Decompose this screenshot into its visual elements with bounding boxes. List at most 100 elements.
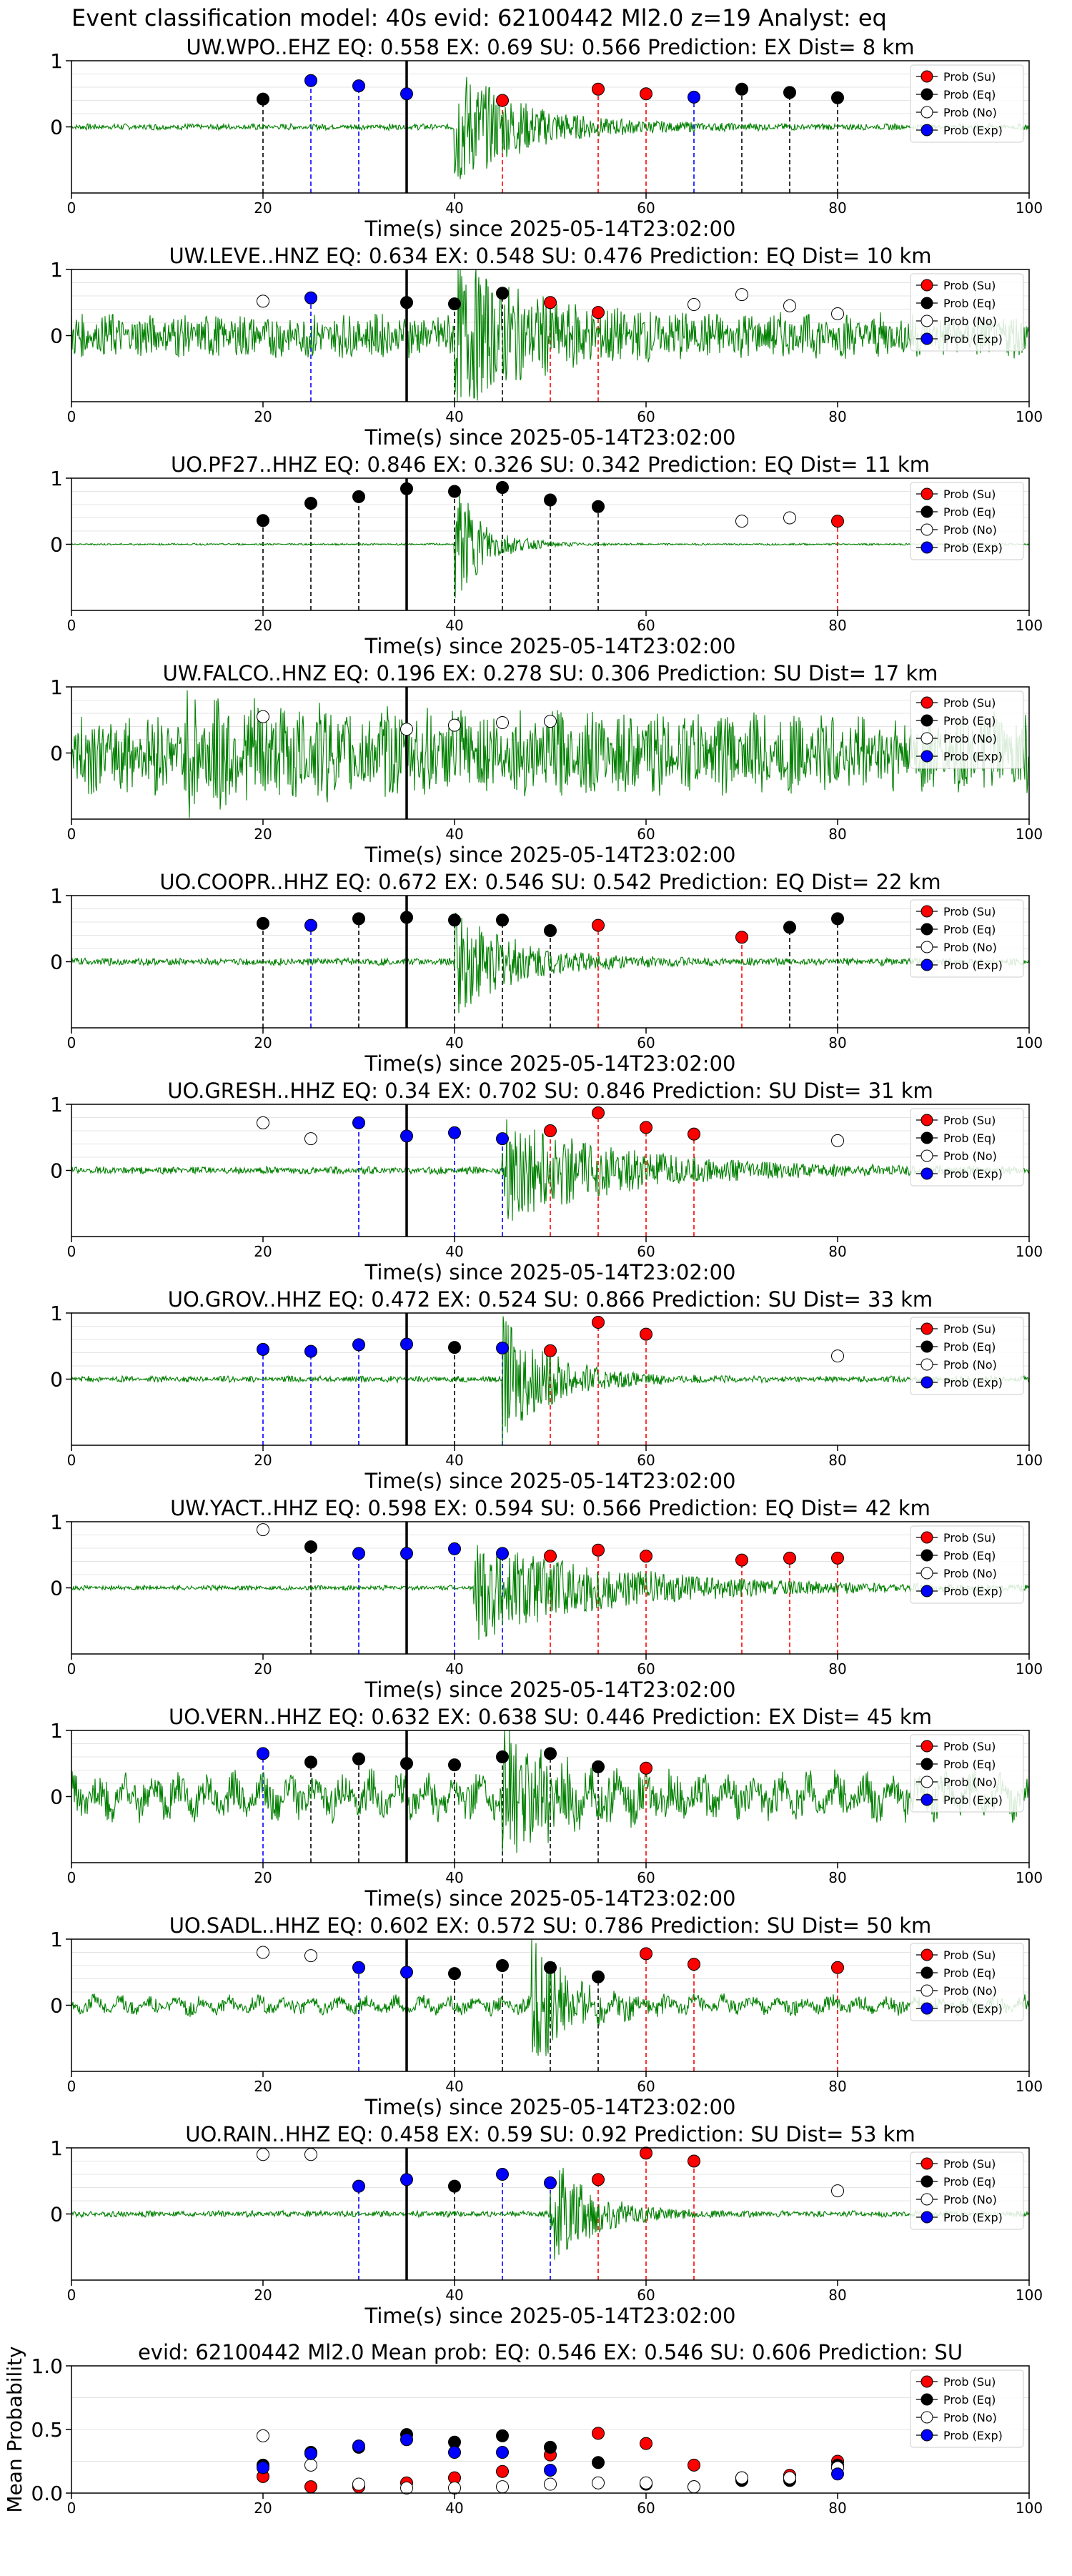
x-tick-label: 100 [1016,408,1043,425]
prob-point-eq [544,1961,557,1974]
prob-point-su [592,306,605,319]
legend-marker [920,1149,933,1162]
x-tick-label: 60 [637,2078,655,2095]
prob-point-su [831,1551,844,1565]
legend-marker [920,1531,933,1544]
x-tick-label: 0 [67,826,76,843]
legend-marker [920,2211,933,2224]
prob-point-no [304,1949,317,1963]
legend-label: Prob (Eq) [943,1340,996,1354]
legend-label: Prob (No) [943,2411,997,2424]
prob-point-no [783,299,796,312]
prob-point-su [640,2437,652,2450]
x-tick-label: 60 [637,826,655,843]
prob-point-no [257,1116,269,1129]
legend: Prob (Su) Prob (Eq) Prob (No) Prob (Exp) [910,1108,1024,1187]
y-tick-label: 1 [50,467,63,490]
y-tick-label: 1 [50,1719,63,1743]
legend-label: Prob (No) [943,1149,997,1163]
prob-point-exp [352,2439,365,2453]
x-tick-label: 100 [1016,199,1043,217]
prob-point-su [496,94,509,107]
station-panel-1: UW.WPO..EHZ EQ: 0.558 EX: 0.69 SU: 0.566… [50,35,1043,241]
legend: Prob (Su) Prob (Eq) Prob (No) Prob (Exp) [910,64,1024,143]
x-tick-label: 20 [254,408,272,425]
x-tick-label: 100 [1016,617,1043,634]
legend-marker [920,106,933,119]
legend-box [910,1108,1024,1187]
prob-point-exp [400,2173,413,2186]
x-tick-label: 60 [637,1869,655,1886]
y-tick-label: 0 [50,1159,63,1183]
prob-point-eq [448,1341,461,1354]
prob-point-eq [352,912,365,926]
prob-point-su [688,2458,700,2472]
prob-point-exp [352,79,365,93]
x-axis-label: Time(s) since 2025-05-14T23:02:00 [364,425,736,450]
prob-point-su [592,2173,605,2186]
y-tick-label: 1 [50,1928,63,1951]
y-tick-label: 1 [50,884,63,908]
x-tick-label: 80 [828,1452,846,1469]
legend-label: Prob (No) [943,1358,997,1372]
legend: Prob (Su) Prob (Eq) Prob (No) Prob (Exp) [910,1525,1024,1604]
prob-point-exp [448,1542,461,1555]
prob-point-exp [544,2176,557,2190]
legend-marker [920,1114,933,1126]
prob-point-exp [257,1342,269,1356]
prob-point-eq [400,911,413,924]
prob-point-no [592,2476,605,2490]
prob-point-no [783,2471,796,2485]
x-tick-label: 20 [254,2500,272,2517]
legend-label: Prob (Su) [943,487,996,501]
station-panel-6: UO.GRESH..HHZ EQ: 0.34 EX: 0.702 SU: 0.8… [50,1079,1043,1284]
waveform-trace [71,912,1030,1014]
prob-point-eq [304,1755,317,1769]
legend-marker [920,88,933,101]
y-tick-label: 1 [50,1510,63,1534]
waveform-trace [71,2167,1030,2260]
x-tick-label: 80 [828,1660,846,1678]
prob-point-eq [448,2179,461,2193]
legend-label: Prob (Su) [943,1948,996,1962]
prob-point-su [831,515,844,528]
legend-marker [920,714,933,727]
prob-point-eq [831,912,844,926]
prob-point-exp [496,2168,509,2181]
x-tick-label: 0 [67,1869,76,1886]
x-tick-label: 80 [828,1869,846,1886]
prob-point-su [783,1551,796,1565]
panel-title: UW.LEVE..HNZ EQ: 0.634 EX: 0.548 SU: 0.4… [169,244,931,268]
y-tick-label: 1 [50,2136,63,2160]
station-panel-11: UO.RAIN..HHZ EQ: 0.458 EX: 0.59 SU: 0.92… [50,2122,1043,2328]
x-tick-label: 20 [254,1243,272,1260]
legend-label: Prob (Exp) [943,2429,1003,2442]
x-tick-label: 100 [1016,1452,1043,1469]
y-tick-label: 0 [50,325,63,348]
legend-marker [920,958,933,971]
prob-point-exp [352,2179,365,2193]
legend-marker [920,124,933,137]
prob-point-eq [544,493,557,507]
panel-title: UO.VERN..HHZ EQ: 0.632 EX: 0.638 SU: 0.4… [169,1705,932,1729]
prob-point-exp [448,1126,461,1139]
legend-marker [920,332,933,345]
prob-point-eq [831,91,844,104]
prob-point-su [496,2464,509,2478]
x-axis-label: Time(s) since 2025-05-14T23:02:00 [364,1678,736,1702]
prob-point-exp [400,1129,413,1143]
prob-point-eq [592,1760,605,1773]
legend-label: Prob (Eq) [943,2175,996,2189]
prob-point-exp [304,2447,317,2460]
x-tick-label: 0 [67,2287,76,2304]
legend: Prob (Su) Prob (Eq) Prob (No) Prob (Exp) [910,273,1024,352]
legend-marker [920,2193,933,2206]
legend-label: Prob (Eq) [943,2393,996,2407]
legend-label: Prob (Exp) [943,1793,1003,1807]
legend: Prob (Su) Prob (Eq) Prob (No) Prob (Exp) [910,482,1024,560]
x-tick-label: 40 [445,2287,463,2304]
legend-label: Prob (Eq) [943,923,996,936]
legend-label: Prob (Exp) [943,750,1003,763]
prob-point-no [304,1132,317,1146]
legend-label: Prob (Eq) [943,1966,996,1980]
